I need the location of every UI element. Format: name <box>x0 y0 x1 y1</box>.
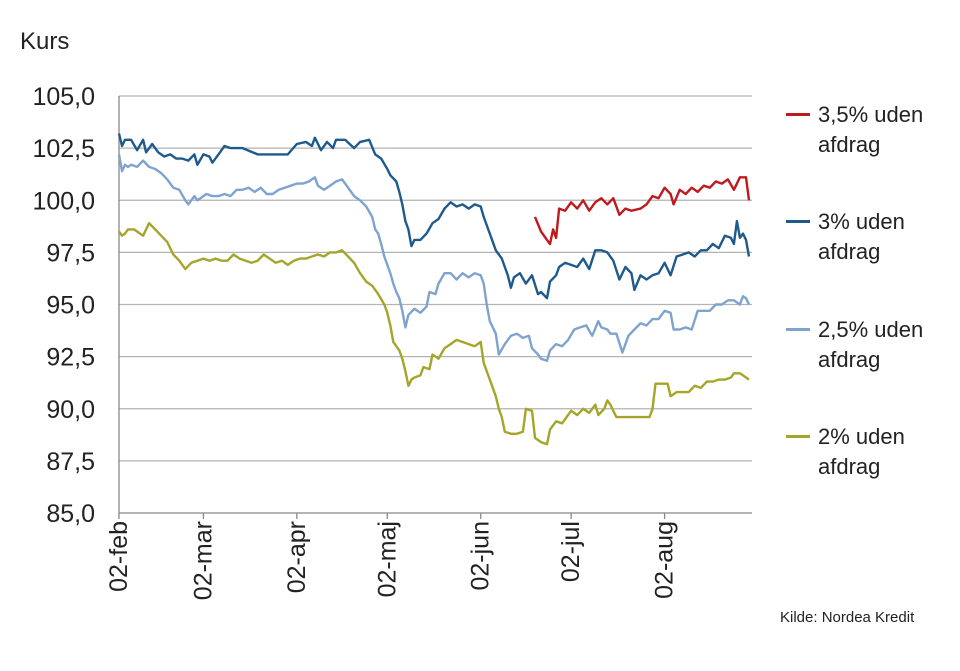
x-tick-label: 02-maj <box>373 521 401 597</box>
x-tick-label: 02-jul <box>557 521 585 582</box>
legend-label-2pct: 2% uden afdrag <box>818 424 905 479</box>
y-tick-label: 87,5 <box>46 448 95 476</box>
source-note: Kilde: Nordea Kredit <box>780 609 915 626</box>
legend-swatch-2-5pct <box>786 328 810 331</box>
legend-swatch-2pct <box>786 435 810 438</box>
y-tick-label: 85,0 <box>46 500 95 528</box>
x-tick-labels: 02-feb 02-mar 02-apr 02-maj 02-jun 02-jul 02-a… <box>105 513 679 600</box>
series-line-3-5-uden-afdrag <box>533 176 751 246</box>
x-tick-label: 02-aug <box>651 521 679 599</box>
series-line-2-5-uden-afdrag <box>117 154 751 362</box>
legend-label-3pct: 3% uden afdrag <box>818 209 905 264</box>
legend-swatch-3-5pct <box>786 113 810 116</box>
x-tick-label: 02-feb <box>105 521 133 592</box>
legend-label-2-5pct: 2,5% uden afdrag <box>818 317 924 372</box>
y-tick-label: 105,0 <box>32 83 95 111</box>
y-tick-label: 92,5 <box>46 344 95 372</box>
y-tick-label: 95,0 <box>46 292 95 320</box>
x-tick-label: 02-apr <box>283 521 311 593</box>
series-lines <box>117 133 751 446</box>
y-tick-label: 100,0 <box>32 187 95 215</box>
legend-swatch-3pct <box>786 220 810 223</box>
y-tick-label: 102,5 <box>32 135 95 163</box>
x-tick-label: 02-mar <box>189 521 217 600</box>
y-tick-label: 90,0 <box>46 396 95 424</box>
series-line-3-uden-afdrag <box>117 133 751 300</box>
y-tick-label: 97,5 <box>46 239 95 267</box>
legend-label-3-5pct: 3,5% uden afdrag <box>818 102 924 157</box>
y-axis-label: Kurs <box>20 28 70 55</box>
series-line-2-uden-afdrag <box>118 222 750 446</box>
y-tick-labels: 85,0 87,5 90,0 92,5 95,0 97,5 100,0 102,5 105,0 <box>32 83 95 528</box>
gridlines <box>118 95 752 514</box>
x-tick-label: 02-jun <box>467 521 495 591</box>
